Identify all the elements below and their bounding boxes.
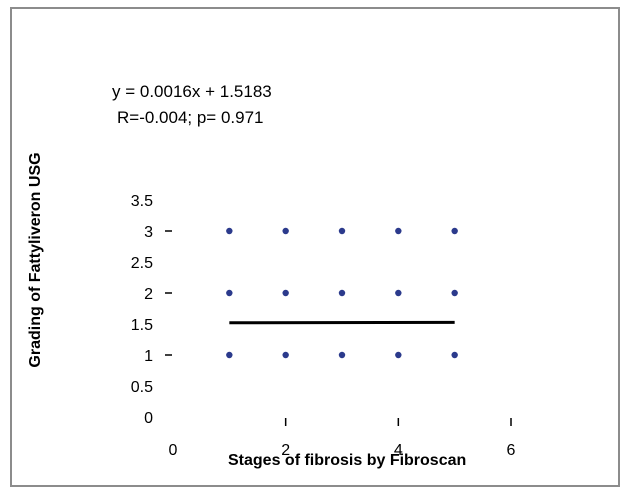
data-point [451,290,457,296]
x-tick-label: 0 [169,442,178,459]
data-point [395,352,401,358]
y-tick-label: 2 [144,286,153,303]
x-tick-label: 6 [507,442,516,459]
data-point [451,228,457,234]
data-point [282,228,288,234]
data-point [226,290,232,296]
y-tick-label: 3 [144,224,153,241]
data-point [451,352,457,358]
y-tick-label: 1 [144,348,153,365]
y-tick-label: 0.5 [131,379,153,396]
data-point [226,352,232,358]
data-point [339,228,345,234]
data-point [395,228,401,234]
y-tick-label: 1.5 [131,317,153,334]
x-tick-label: 2 [281,442,290,459]
y-tick-label: 3.5 [131,193,153,210]
data-point [282,352,288,358]
y-tick-label: 2.5 [131,255,153,272]
scatter-plot: 0 0.5 1 1.5 2 2.5 3 3.5 0 2 4 6 [0,0,626,474]
y-tick-label: 0 [144,410,153,427]
data-point [339,352,345,358]
data-point [282,290,288,296]
data-point [226,228,232,234]
data-point [395,290,401,296]
data-point [339,290,345,296]
x-tick-label: 4 [394,442,403,459]
